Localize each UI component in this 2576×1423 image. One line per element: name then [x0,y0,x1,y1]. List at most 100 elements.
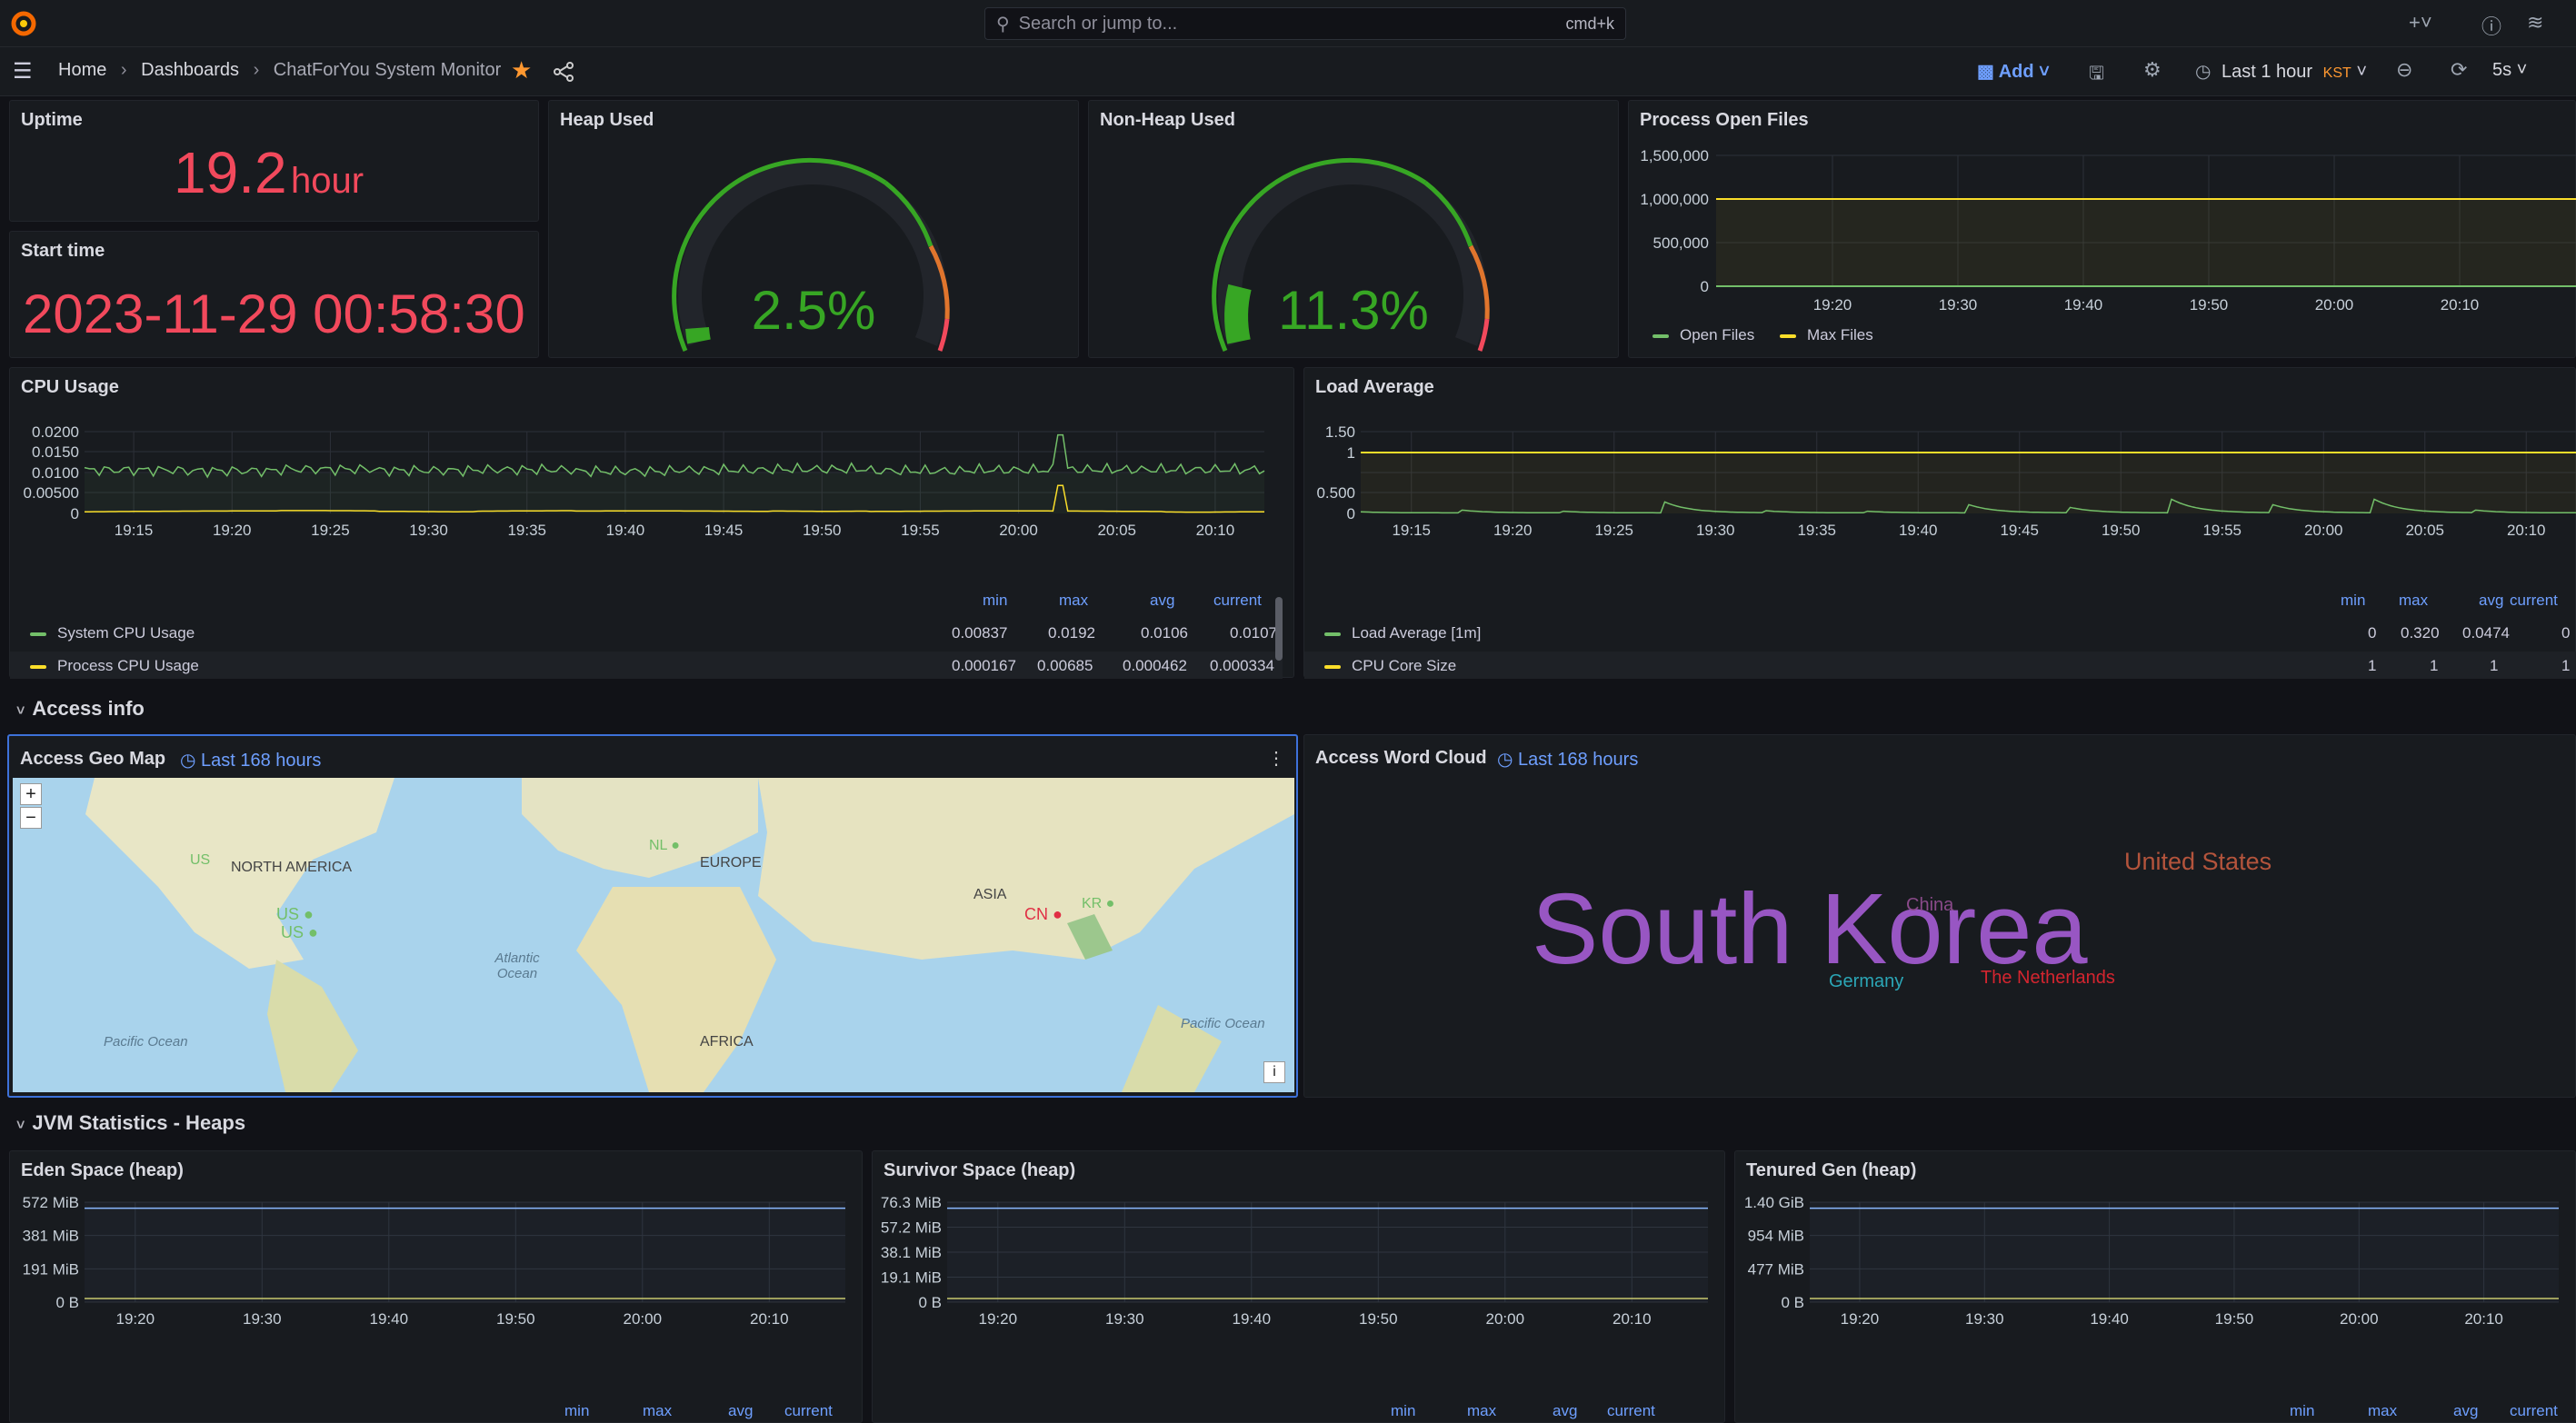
x-tick-label: 20:00 [999,522,1038,539]
legend-scrollbar[interactable] [1275,597,1283,661]
section-access-info[interactable]: ˅ Access info [16,697,145,720]
map-attribution-button[interactable]: i [1263,1061,1285,1083]
legend-header-min[interactable]: min [983,592,1008,609]
legend-header-avg[interactable]: avg [1553,1402,1578,1419]
plus-icon[interactable]: +˅ [2409,11,2432,34]
time-override-badge: ◷ Last 168 hours [180,751,322,771]
legend-row-system-cpu[interactable]: System CPU Usage 0.00837 0.0192 0.0106 0… [10,619,1283,650]
open-files-chart: 1,500,000 1,000,000 500,000 0 19:20 19:3… [1640,147,2576,313]
legend-header-max[interactable]: max [1059,592,1089,609]
map-marker-us[interactable]: US [190,852,211,868]
refresh-interval-picker[interactable]: 5s ˅ [2492,60,2528,80]
legend-header-current[interactable]: current [1607,1402,1655,1419]
search-input[interactable]: ⚲ Search or jump to... cmd+k [984,7,1626,40]
x-tick-label: 19:30 [1939,296,1978,313]
panel-title: Heap Used [560,110,654,130]
y-tick-label: 0.00500 [24,484,79,502]
map-label-asia: ASIA [973,887,1007,902]
map-marker-kr[interactable]: KR ● [1082,896,1115,911]
legend-header-min[interactable]: min [2341,592,2366,609]
legend-header-max[interactable]: max [1467,1402,1497,1419]
y-tick-label: 19.1 MiB [881,1269,942,1287]
legend-header-avg[interactable]: avg [2479,592,2504,609]
heap-used-value: 2.5% [751,280,876,341]
panel-title: Process Open Files [1640,110,1809,130]
add-button[interactable]: ▩ Add ˅ [1977,62,2050,82]
legend-row-load-average[interactable]: Load Average [1m] 0 0.320 0.0474 0 [1304,619,2576,650]
section-jvm-heaps[interactable]: ˅ JVM Statistics - Heaps [16,1111,246,1134]
load-average-line [1360,498,2576,514]
x-tick-label: 19:20 [116,1310,155,1328]
map-marker-us[interactable]: US ● [276,905,314,923]
share-icon[interactable] [553,61,574,83]
y-tick-label: 1.50 [1325,423,1355,441]
map-label-africa: AFRICA [700,1034,754,1050]
y-tick-label: 0 B [1781,1294,1804,1311]
help-icon[interactable]: ⓘ [2481,15,2502,38]
breadcrumb: Home › Dashboards › ChatForYou System Mo… [58,60,502,80]
news-icon[interactable]: ≋ [2527,11,2544,34]
word-germany: Germany [1829,971,1904,991]
cpu-usage-panel: CPU Usage 0.0200 0.0150 0.0100 0.00500 0… [9,367,1294,679]
zoom-out-icon[interactable]: ⊖ [2396,58,2413,81]
y-tick-label: 381 MiB [23,1228,79,1245]
x-tick-label: 19:45 [2000,522,2039,539]
process-cpu-line [85,484,1264,513]
legend-header-max[interactable]: max [2399,592,2429,609]
breadcrumb-home[interactable]: Home [58,60,107,80]
panel-title: Uptime [21,110,83,130]
series-area [1810,1202,2559,1302]
x-tick-label: 20:10 [2507,522,2546,539]
legend-header-max[interactable]: max [643,1402,673,1419]
legend-header-current[interactable]: current [2510,1402,2558,1419]
panel-menu-icon[interactable]: ⋮ [1267,749,1285,769]
panel-title: Load Average [1315,377,1434,397]
legend-header-avg[interactable]: avg [2453,1402,2479,1419]
legend-header-current[interactable]: current [1213,592,1262,609]
legend-header-current[interactable]: current [2510,592,2558,609]
legend-header-max[interactable]: max [2368,1402,2398,1419]
series-area [85,1202,845,1302]
menu-icon[interactable]: ☰ [13,59,33,84]
y-tick-label: 572 MiB [23,1194,79,1211]
map-marker-cn[interactable]: CN ● [1024,905,1063,923]
eden-space-panel: Eden Space (heap) 572 MiB 381 MiB 191 MiB 0… [9,1150,863,1423]
grafana-logo-icon[interactable] [9,9,38,38]
x-tick-label: 19:30 [1696,522,1735,539]
system-cpu-line [84,433,1265,479]
legend-item-max-files[interactable]: Max Files [1780,326,1873,344]
x-tick-label: 19:40 [2090,1310,2129,1328]
x-tick-label: 19:40 [606,522,645,539]
time-range-picker[interactable]: ◷ Last 1 hour KST ˅ [2195,62,2368,82]
legend-header-current[interactable]: current [784,1402,833,1419]
x-tick-label: 19:40 [370,1310,409,1328]
breadcrumb-dashboards[interactable]: Dashboards [141,60,239,80]
map-canvas[interactable]: NORTH AMERICA EUROPE ASIA AFRICA Atlanti… [13,778,1294,1092]
legend-item-open-files[interactable]: Open Files [1652,326,1754,344]
tenured-gen-chart: 1.40 GiB 954 MiB 477 MiB 0 B 19:20 19:30 19:40… [1744,1194,2559,1328]
x-tick-label: 20:10 [1196,522,1235,539]
y-tick-label: 0 B [918,1294,942,1311]
legend-header-min[interactable]: min [1391,1402,1416,1419]
x-tick-label: 19:20 [1493,522,1533,539]
heap-gauge [672,157,950,352]
map-marker-us[interactable]: US ● [281,923,318,941]
legend-header-min[interactable]: min [2290,1402,2315,1419]
legend-row-cpu-core-size[interactable]: CPU Core Size 1 1 1 1 [1304,652,2576,679]
x-tick-label: 19:25 [1594,522,1633,539]
zoom-out-button[interactable]: − [20,807,42,829]
save-icon[interactable]: 🖫 [2089,64,2105,84]
y-tick-label: 0.0100 [32,464,79,482]
legend-header-avg[interactable]: avg [1150,592,1175,609]
legend-row-process-cpu[interactable]: Process CPU Usage 0.000167 0.00685 0.000… [10,652,1283,679]
map-marker-nl[interactable]: NL ● [649,838,680,853]
refresh-icon[interactable]: ⟳ [2451,58,2468,81]
y-tick-label: 0.0150 [32,443,79,461]
legend-header-avg[interactable]: avg [728,1402,754,1419]
legend-header-min[interactable]: min [564,1402,590,1419]
x-tick-label: 19:35 [1797,522,1836,539]
zoom-in-button[interactable]: + [20,783,42,805]
x-tick-label: 19:20 [1841,1310,1880,1328]
settings-icon[interactable]: ⚙ [2143,58,2162,81]
star-icon[interactable]: ★ [511,56,533,84]
